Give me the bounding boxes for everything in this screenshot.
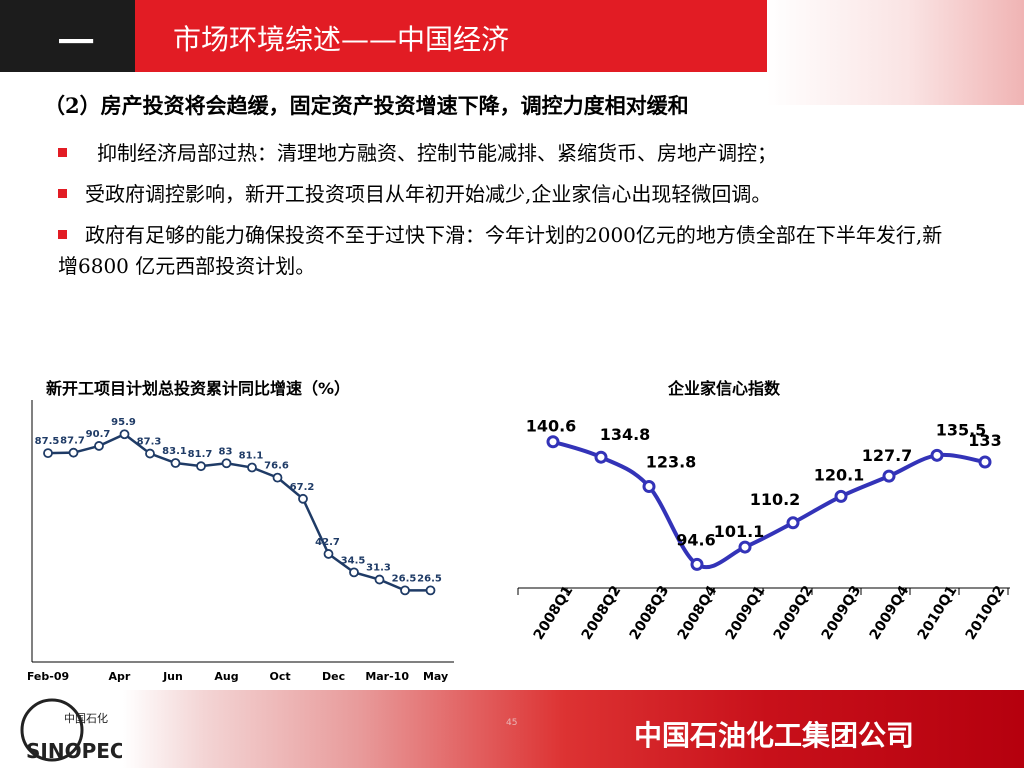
bullet-item: 政府有足够的能力确保投资不至于过快下滑：今年计划的2000亿元的地方债全部在下半…: [58, 220, 958, 282]
data-label: 95.9: [111, 417, 136, 428]
data-label: 120.1: [814, 465, 865, 484]
data-point: [68, 447, 79, 458]
data-label: 135.5: [936, 420, 987, 439]
data-label: 67.2: [290, 482, 315, 493]
section-number-block: 一: [0, 0, 135, 72]
x-tick-label: 2010Q2: [963, 583, 1009, 643]
data-label: 134.8: [600, 425, 651, 444]
header-decoration: [767, 0, 1024, 105]
data-label: 83: [219, 446, 233, 457]
section-number: 一: [58, 23, 95, 64]
x-tick-label: Feb-09: [28, 670, 69, 683]
data-label: 31.3: [366, 563, 391, 574]
data-point: [298, 493, 308, 504]
x-tick-label: Dec: [322, 670, 345, 683]
x-tick-label: 2008Q3: [627, 583, 673, 643]
data-label: 133: [968, 431, 1001, 450]
bullet-text: 抑制经济局部过热：清理地方融资、控制节能减排、紧缩货币、房地产调控；: [97, 141, 777, 165]
x-tick-label: 2008Q4: [675, 583, 721, 643]
data-label: 81.7: [188, 449, 213, 460]
data-point: [546, 435, 560, 449]
x-tick-label: 2008Q2: [579, 583, 625, 643]
page-number: 45: [506, 718, 518, 728]
data-label: 90.7: [86, 429, 111, 440]
chart2-title: 企业家信心指数: [668, 379, 781, 398]
x-tick-label: Aug: [214, 670, 238, 683]
section-subtitle: （2）房产投资将会趋缓，固定资产投资增速下降，调控力度相对缓和: [44, 93, 689, 118]
data-point: [425, 585, 436, 596]
sinopec-logo: 中国石化 SINOPEC: [20, 698, 122, 763]
data-point: [690, 557, 704, 571]
data-point: [834, 489, 848, 503]
data-point: [400, 585, 410, 596]
logo-wordmark: SINOPEC: [26, 739, 122, 763]
data-label: 42.7: [315, 537, 340, 548]
data-point: [94, 441, 104, 451]
data-label: 123.8: [646, 453, 697, 472]
x-tick-label: May: [423, 670, 448, 683]
data-point: [594, 450, 608, 464]
data-label: 34.5: [341, 555, 366, 566]
data-point: [43, 448, 53, 459]
data-point: [272, 472, 283, 483]
data-point: [786, 516, 800, 530]
data-label: 76.6: [264, 461, 289, 472]
data-point: [642, 480, 656, 494]
bullet-marker-icon: [58, 189, 67, 198]
footer-band: [0, 690, 1024, 768]
data-label: 26.5: [417, 573, 442, 584]
company-name: 中国石油化工集团公司: [633, 719, 914, 752]
data-point: [349, 567, 359, 578]
data-point: [930, 448, 944, 462]
data-label: 26.5: [392, 573, 417, 584]
header-title-bar: 市场环境综述——中国经济: [135, 0, 767, 72]
data-label: 127.7: [862, 446, 913, 465]
data-point: [196, 461, 206, 472]
x-tick-label: 2009Q4: [867, 583, 913, 643]
x-tick-label: 2009Q1: [723, 583, 769, 643]
bullet-marker-icon: [58, 148, 67, 157]
bullet-text: 政府有足够的能力确保投资不至于过快下滑：今年计划的2000亿元的地方债全部在下半…: [58, 223, 943, 278]
bullet-item: 抑制经济局部过热：清理地方融资、控制节能减排、紧缩货币、房地产调控；: [58, 138, 958, 169]
data-point: [247, 462, 257, 473]
data-label: 87.3: [137, 437, 162, 448]
x-tick-label: 2010Q1: [915, 583, 961, 643]
bullet-marker-icon: [58, 230, 67, 239]
series-line: [552, 439, 986, 569]
data-point: [882, 469, 896, 483]
data-point: [119, 429, 130, 440]
data-label: 101.1: [714, 522, 765, 541]
data-point: [221, 458, 232, 469]
series-line: [47, 432, 431, 592]
logo-chinese-text: 中国石化: [64, 711, 108, 725]
data-label: 110.2: [750, 490, 801, 509]
chart1-title: 新开工项目计划总投资累计同比增速（%）: [46, 379, 351, 398]
data-point: [170, 458, 181, 468]
data-label: 83.1: [162, 446, 187, 457]
data-point: [738, 540, 752, 554]
x-tick-label: Apr: [108, 670, 130, 683]
data-label: 81.1: [239, 451, 264, 462]
data-label: 87.7: [60, 436, 85, 447]
bullet-text: 受政府调控影响，新开工投资项目从年初开始减少,企业家信心出现轻微回调。: [85, 182, 772, 206]
x-tick-label: 2009Q3: [819, 583, 865, 643]
bullet-list: 抑制经济局部过热：清理地方融资、控制节能减排、紧缩货币、房地产调控； 受政府调控…: [58, 138, 958, 292]
x-tick-label: Oct: [269, 670, 290, 683]
data-label: 140.6: [526, 417, 577, 436]
data-label: 87.5: [35, 436, 60, 447]
page-title: 市场环境综述——中国经济: [173, 23, 510, 56]
data-label: 94.6: [676, 530, 715, 549]
data-point: [323, 549, 334, 559]
bullet-item: 受政府调控影响，新开工投资项目从年初开始减少,企业家信心出现轻微回调。: [58, 179, 958, 210]
investment-growth-chart: 87.5 87.790.795.987.383.1 81.7 83 81.176.667…: [28, 400, 454, 683]
x-tick-label: 2008Q1: [531, 583, 577, 643]
data-point: [978, 455, 992, 469]
x-tick-label: Mar-10: [365, 670, 409, 683]
x-tick-label: 2009Q2: [771, 583, 817, 643]
data-point: [374, 574, 385, 585]
x-tick-label: Jun: [162, 670, 183, 683]
data-point: [145, 448, 155, 459]
